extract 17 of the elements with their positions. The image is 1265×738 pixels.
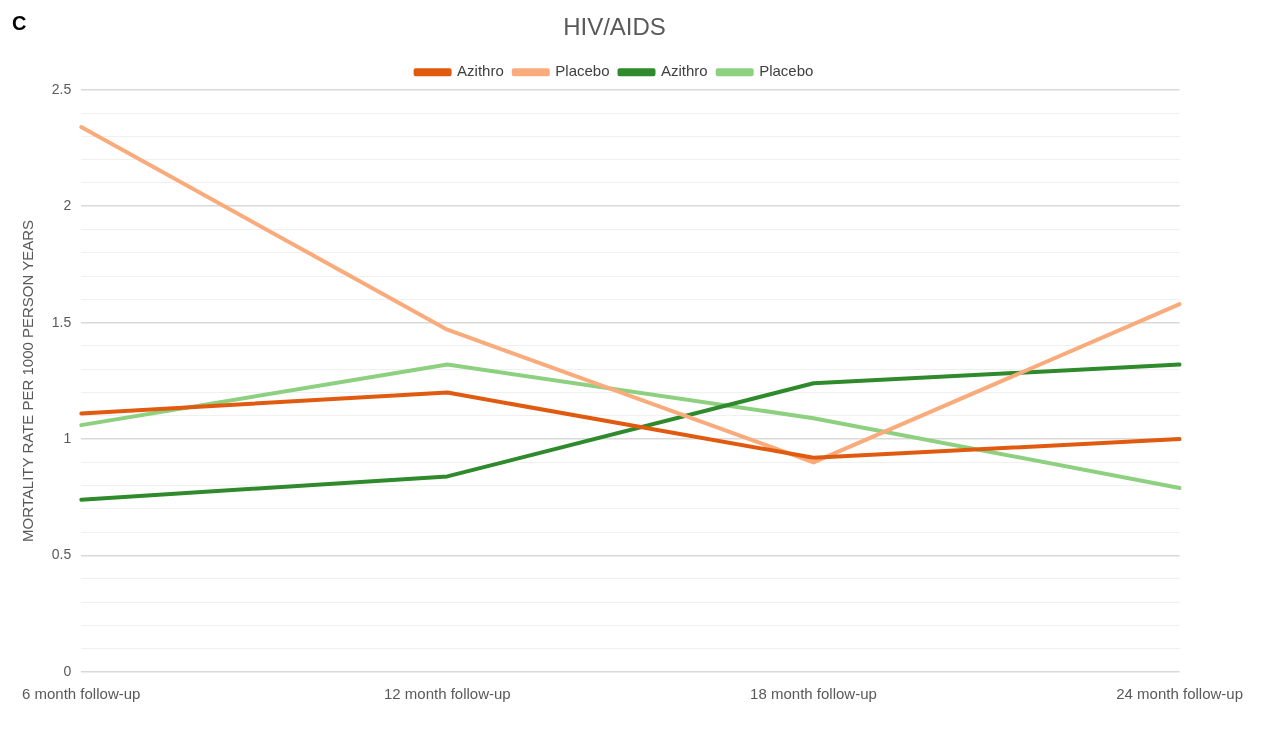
y-axis-title: MORTALITY RATE PER 1000 PERSON YEARS	[18, 219, 36, 542]
x-tick-label: 18 month follow-up	[750, 685, 877, 703]
legend-label: Placebo	[759, 62, 814, 80]
legend-label: Azithro	[661, 62, 708, 80]
legend-label: Azithro	[457, 62, 504, 80]
y-tick-label: 0.5	[51, 546, 72, 563]
y-tick-label: 0	[63, 662, 72, 679]
y-tick-label: 1	[63, 429, 72, 446]
y-tick-label: 2.5	[51, 80, 72, 97]
x-tick-label: 12 month follow-up	[383, 685, 511, 703]
chart-title: HIV/AIDS	[563, 13, 666, 41]
x-tick-label: 24 month follow-up	[1116, 685, 1244, 703]
x-tick-label: 6 month follow-up	[21, 685, 141, 703]
y-tick-label: 1.5	[51, 313, 72, 330]
text: C	[12, 11, 27, 34]
y-tick-label: 2	[63, 197, 72, 214]
legend-label: Placebo	[555, 62, 610, 80]
